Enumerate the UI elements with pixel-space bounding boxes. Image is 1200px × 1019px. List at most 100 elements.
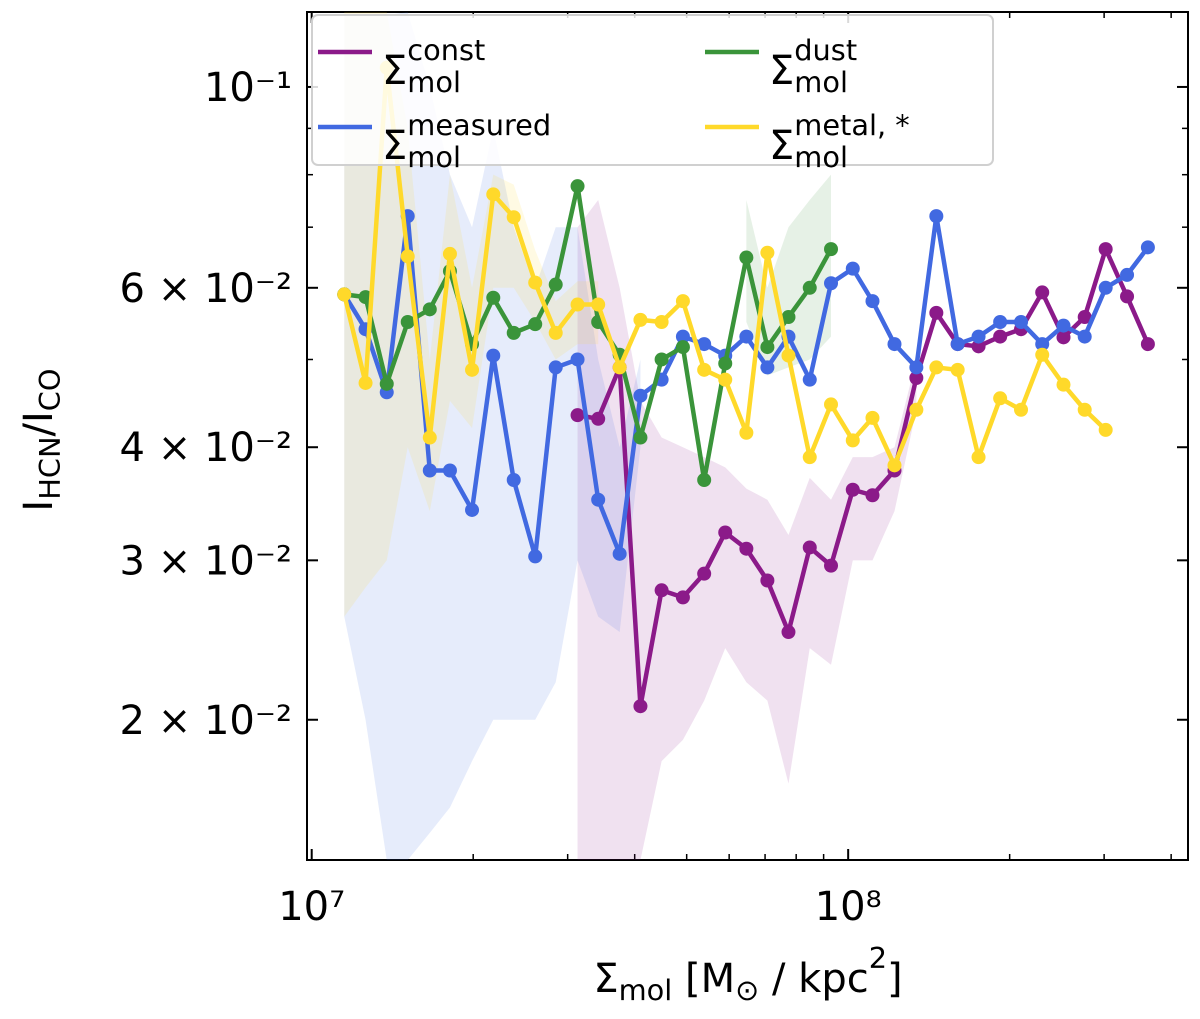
data-point — [760, 340, 775, 355]
data-point — [929, 209, 944, 224]
data-point — [654, 352, 669, 367]
series-line — [577, 246, 1150, 709]
data-point — [506, 325, 521, 340]
data-point — [675, 329, 690, 344]
data-point — [465, 502, 480, 517]
legend-label: Σmolmetal, * — [769, 108, 910, 174]
data-point — [675, 590, 690, 605]
data-point — [909, 371, 924, 386]
data-point — [506, 210, 521, 225]
data-point — [570, 179, 585, 194]
data-point — [739, 250, 754, 265]
data-point — [1035, 285, 1050, 300]
data-point — [1098, 242, 1113, 257]
data-point — [802, 540, 817, 555]
lines — [337, 60, 1155, 714]
data-point — [865, 410, 880, 425]
y-tick-label: 10⁻¹ — [204, 65, 292, 111]
data-point — [1120, 289, 1135, 304]
data-point — [633, 388, 648, 403]
data-point — [1140, 240, 1155, 255]
data-point — [358, 375, 373, 390]
data-point — [845, 433, 860, 448]
data-point — [971, 450, 986, 465]
data-point — [929, 305, 944, 320]
data-point — [337, 287, 352, 302]
data-point — [486, 290, 501, 305]
data-point — [781, 625, 796, 640]
data-point — [465, 362, 480, 377]
y-tick-label: 2 × 10⁻² — [120, 698, 292, 744]
data-point — [760, 360, 775, 375]
data-point — [548, 277, 563, 292]
data-point — [802, 450, 817, 465]
data-point — [993, 391, 1008, 406]
data-point — [1077, 329, 1092, 344]
data-point — [633, 312, 648, 327]
data-point — [1035, 347, 1050, 362]
data-point — [528, 317, 543, 332]
data-point — [570, 297, 585, 312]
data-point — [570, 408, 585, 423]
legend-label: Σmolmeasured — [382, 108, 551, 174]
data-point — [486, 187, 501, 202]
data-point — [697, 362, 712, 377]
data-point — [1098, 422, 1113, 437]
legend-box — [311, 14, 994, 166]
y-axis-label: IHCN/ICO — [16, 368, 67, 511]
data-point — [865, 294, 880, 309]
data-point — [442, 246, 457, 261]
data-point — [422, 463, 437, 478]
data-point — [1077, 402, 1092, 417]
data-point — [422, 302, 437, 317]
data-point — [654, 583, 669, 598]
data-point — [950, 337, 965, 352]
data-point — [971, 329, 986, 344]
data-point — [781, 348, 796, 363]
data-point — [887, 337, 902, 352]
data-point — [591, 297, 606, 312]
data-point — [591, 492, 606, 507]
data-point — [865, 488, 880, 503]
data-point — [781, 310, 796, 325]
data-point — [400, 249, 415, 264]
data-point — [760, 245, 775, 260]
data-point — [845, 261, 860, 276]
data-point — [760, 573, 775, 588]
data-point — [1014, 402, 1029, 417]
data-point — [1056, 318, 1071, 333]
data-point — [422, 430, 437, 445]
data-point — [633, 699, 648, 714]
data-point — [909, 360, 924, 375]
data-point — [718, 372, 733, 387]
data-point — [633, 430, 648, 445]
data-point — [1077, 310, 1092, 325]
data-point — [654, 315, 669, 330]
data-point — [718, 525, 733, 540]
data-point — [1056, 377, 1071, 392]
data-point — [506, 473, 521, 488]
data-point — [739, 541, 754, 556]
data-point — [697, 337, 712, 352]
data-point — [528, 275, 543, 290]
data-point — [739, 425, 754, 440]
x-tick-label: 10⁷ — [278, 884, 345, 930]
data-point — [824, 397, 839, 412]
data-point — [442, 463, 457, 478]
data-point — [824, 558, 839, 573]
data-point — [824, 276, 839, 291]
data-point — [1098, 280, 1113, 295]
data-point — [739, 329, 754, 344]
data-point — [993, 315, 1008, 330]
data-point — [845, 482, 860, 497]
data-point — [1014, 315, 1029, 330]
data-point — [486, 348, 501, 363]
data-point — [570, 352, 585, 367]
data-point — [675, 294, 690, 309]
y-tick-label: 3 × 10⁻² — [120, 538, 292, 584]
error-band — [344, 12, 641, 860]
data-point — [697, 566, 712, 581]
data-point — [591, 411, 606, 426]
data-point — [379, 376, 394, 391]
